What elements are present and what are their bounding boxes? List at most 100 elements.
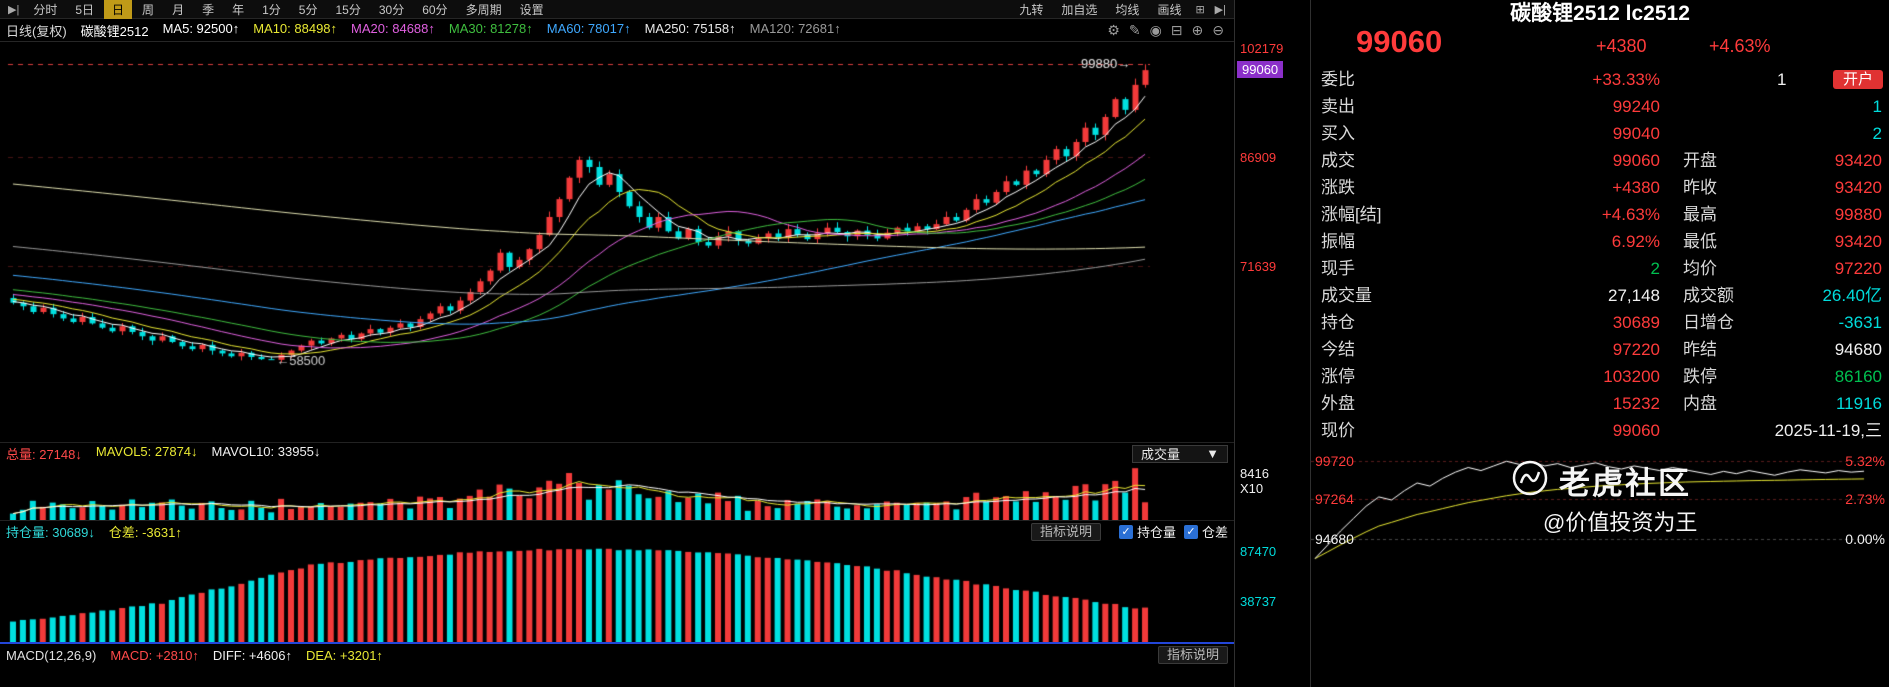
watermark-brand: 老虎社区 (1559, 466, 1691, 501)
quote-row-9: 外盘 15232 内盘 11916 (1321, 394, 1882, 413)
segment-6: MA60: 78017↑ (546, 20, 631, 36)
chart-header: 日线(复权) 碳酸锂2512 MA5: 92500↑ MA10: 88498↑ MA20… (0, 19, 1234, 42)
ask-label: 卖出 (1321, 97, 1355, 116)
price-change-pct: +4.63% (1709, 36, 1771, 56)
axis-label-mid1: 86909 (1240, 150, 1277, 165)
open-account-button[interactable]: 开户 (1832, 70, 1883, 89)
checkbox-1[interactable]: ✓ 仓差 (1183, 522, 1228, 541)
toolbar-tab-7[interactable]: 1分 (262, 2, 281, 17)
segment-2: MA5: 92500↑ (162, 20, 240, 36)
toolbar-tab-4[interactable]: 月 (172, 2, 185, 17)
zoom-in-icon[interactable]: ⊕ (1191, 21, 1204, 38)
toolbar-action-3[interactable]: 画线 (1157, 2, 1182, 17)
volume-chart[interactable] (0, 464, 1234, 520)
bid-label: 买入 (1321, 124, 1355, 143)
toolbar-tab-11[interactable]: 60分 (422, 2, 448, 17)
toolbar-tabs: 分时 5日日周 月 季 年 1分 5分 15分 30分 60分 多周期 设置 (25, 0, 551, 19)
segment-0: MACD(12,26,9) (6, 647, 97, 663)
segment-1: MACD: +2810↑ (110, 647, 199, 663)
quote-row-2: 涨幅[结] +4.63% 最高 99880 (1321, 205, 1882, 224)
toolbar-right-actions: 九转 加自选 均线 画线 (1011, 0, 1189, 19)
open-interest-chart[interactable] (0, 542, 1234, 642)
toolbar-tab-3[interactable]: 周 (142, 2, 155, 17)
segment-7: MA250: 75158↑ (644, 20, 736, 36)
toolbar-action-0[interactable]: 九转 (1019, 2, 1044, 17)
quote-row-5: 成交量 27,148 成交额 26.40亿 (1321, 286, 1882, 305)
axis-label-oi1: 87470 (1240, 544, 1277, 559)
indicator-help-button-macd[interactable]: 指标说明 (1157, 646, 1228, 664)
current-price-tag: 99060 (1237, 61, 1284, 78)
toolbar-action-1[interactable]: 加自选 (1061, 2, 1098, 17)
quote-panel: 碳酸锂2512 lc2512 99060 +4380 +4.63% 委比 +33… (1310, 0, 1889, 687)
intraday-mini-chart[interactable] (1311, 452, 1889, 687)
oi-checkboxes: ✓ 持仓量 ✓ 仓差 (1111, 522, 1228, 541)
quote-row-1: 涨跌 +4380 昨收 93420 (1321, 178, 1882, 197)
segment-5: MA30: 81278↑ (448, 20, 533, 36)
quote-row-8: 涨停 103200 跌停 86160 (1321, 367, 1882, 386)
segment-8: MA120: 72681↑ (749, 20, 841, 36)
settings-icon[interactable]: ⚙ (1107, 21, 1120, 38)
toolbar-tab-13[interactable]: 设置 (519, 2, 544, 17)
mini-axis-price-1: 99720 (1315, 453, 1354, 469)
segment-1: 仓差: -3631↑ (108, 525, 182, 540)
checkbox-0[interactable]: ✓ 持仓量 (1118, 522, 1176, 541)
mini-axis-pct-1: 5.32% (1845, 453, 1885, 469)
oi-header-segments: 持仓量: 30689↓ 仓差: -3631↑ (6, 522, 182, 541)
toolbar-tab-0[interactable]: 分时 (33, 2, 58, 17)
segment-0: 总量: 27148↓ (6, 447, 82, 462)
segment-3: DEA: +3201↑ (305, 647, 383, 663)
segment-2: MAVOL10: 33955↓ (211, 444, 321, 459)
collapse-right-icon[interactable]: ▶| (1214, 3, 1226, 16)
indicator-help-button-oi[interactable]: 指标说明 (1030, 522, 1101, 541)
axis-label-vol-mult: X10 (1240, 481, 1264, 496)
chevron-down-icon: ▼ (1206, 446, 1219, 461)
quote-row-4: 现手 2 均价 97220 (1321, 259, 1882, 278)
toolbar-tab-1[interactable]: 5日 (75, 2, 95, 17)
window-icon[interactable]: ⊞ (1195, 3, 1205, 16)
watermark: 老虎社区 (1511, 458, 1691, 503)
quote-rows: 成交 99060 开盘 93420 涨跌 +4380 昨收 93420 涨幅[结] +4.63% 最… (1311, 147, 1889, 444)
toolbar-tab-9[interactable]: 15分 (335, 2, 361, 17)
draw-icon[interactable]: ✎ (1128, 21, 1141, 38)
oi-right-tools: 指标说明 ✓ 持仓量 ✓ 仓差 (1030, 522, 1228, 541)
quote-row-6: 持仓 30689 日增仓 -3631 (1321, 313, 1882, 332)
ask-row: 卖出 99240 1 (1311, 93, 1889, 120)
segment-1: 碳酸锂2512 (80, 23, 149, 39)
weibi-diff: 1 (1777, 70, 1787, 89)
bid-price: 99040 (1612, 124, 1660, 143)
toolbar-tab-2[interactable]: 日 (104, 0, 133, 19)
mini-axis-price-2: 97264 (1315, 491, 1354, 507)
oi-header: 持仓量: 30689↓ 仓差: -3631↑ 指标说明 ✓ 持仓量 ✓ 仓差 (0, 520, 1234, 542)
quote-row-0: 成交 99060 开盘 93420 (1321, 151, 1882, 170)
segment-0: 日线(复权) (6, 23, 67, 39)
quote-row-7: 今结 97220 昨结 94680 (1321, 340, 1882, 359)
contract-title: 碳酸锂2512 lc2512 (1510, 2, 1690, 25)
toolbar-tab-10[interactable]: 30分 (378, 2, 405, 17)
print-icon[interactable]: ⊟ (1170, 21, 1183, 38)
volume-indicator-dropdown[interactable]: 成交量 ▼ (1132, 444, 1228, 463)
volume-header-segments: 总量: 27148↓ MAVOL5: 27874↓ MAVOL10: 33955↓ (6, 444, 320, 463)
mini-axis-price-3: 94680 (1315, 531, 1354, 547)
axis-label-mid2: 71639 (1240, 259, 1277, 274)
collapse-left-icon[interactable]: ▶| (8, 3, 20, 16)
chart-header-icons: ⚙ ✎ ◉ ⊟ ⊕ ⊖ (1107, 22, 1228, 39)
weibi-row: 委比 +33.33% 1 开户 (1311, 66, 1889, 93)
price-summary: 99060 +4380 +4.63% (1311, 24, 1889, 66)
watermark-handle: @价值投资为王 (1543, 510, 1698, 535)
eye-icon[interactable]: ◉ (1149, 21, 1162, 38)
main-candlestick-chart[interactable] (0, 42, 1234, 442)
segment-0: 持仓量: 30689↓ (6, 525, 95, 540)
toolbar-tab-12[interactable]: 多周期 (465, 2, 502, 17)
zoom-out-icon[interactable]: ⊖ (1212, 21, 1224, 38)
mini-axis-pct-3: 0.00% (1845, 531, 1885, 547)
toolbar-tab-6[interactable]: 年 (232, 2, 245, 17)
toolbar-tab-5[interactable]: 季 (202, 2, 215, 17)
pane-divider[interactable] (0, 642, 1234, 644)
axis-label-top: 102179 (1240, 41, 1284, 56)
ask-price: 99240 (1612, 97, 1660, 116)
toolbar-action-2[interactable]: 均线 (1115, 2, 1140, 17)
macd-header-segments: MACD(12,26,9) MACD: +2810↑ DIFF: +4606↑ DEA… (6, 648, 383, 663)
toolbar: ▶| 分时 5日日周 月 季 年 1分 5分 15分 30分 60分 多周期 设置 九转 加自选 均线 画线… (0, 0, 1234, 19)
toolbar-tab-8[interactable]: 5分 (298, 2, 318, 17)
